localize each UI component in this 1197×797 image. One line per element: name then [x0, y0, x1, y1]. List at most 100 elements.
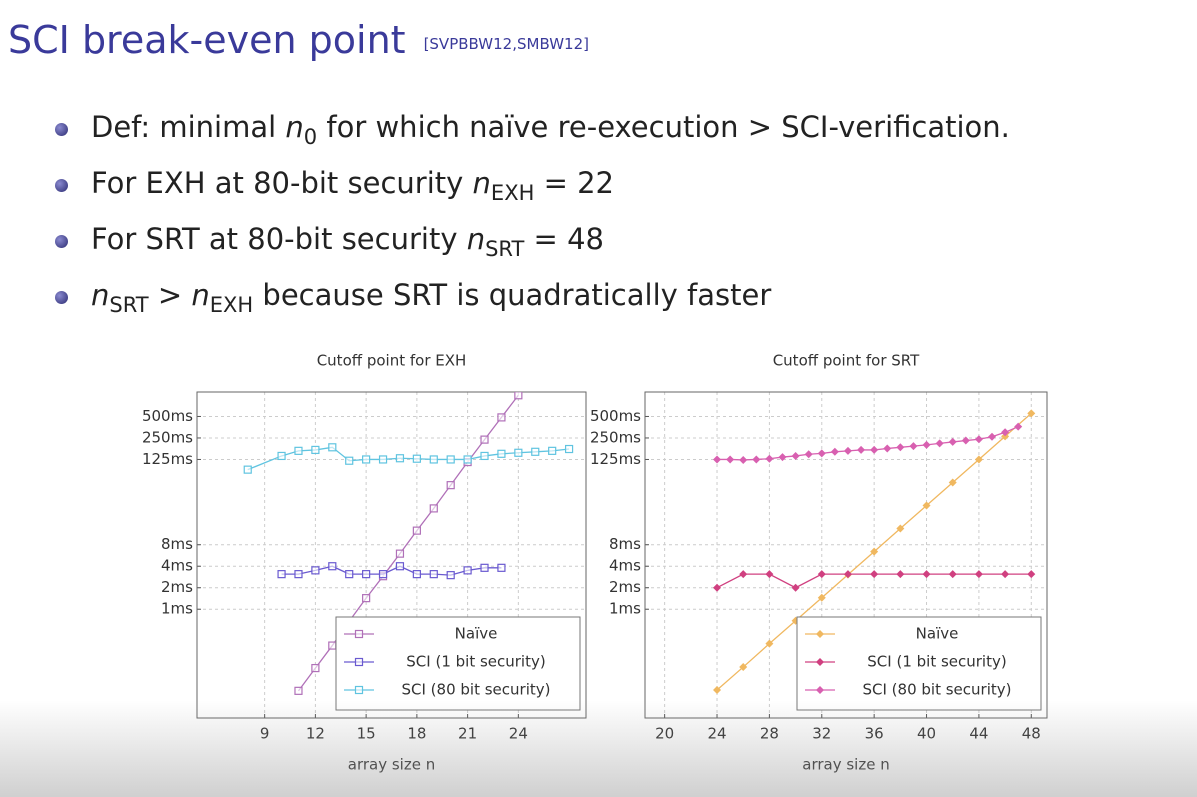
legend-label: SCI (80 bit security) — [863, 681, 1012, 699]
marker — [480, 563, 489, 572]
y-tick-label: 250ms — [590, 428, 641, 446]
marker — [830, 447, 839, 456]
marker — [713, 685, 722, 694]
marker — [870, 547, 879, 556]
legend-label: SCI (1 bit security) — [406, 653, 545, 671]
slide-title: SCI break-even point — [8, 18, 406, 62]
bullet-text: > — [148, 278, 192, 312]
marker — [765, 639, 774, 648]
marker — [843, 570, 852, 579]
y-tick-label: 500ms — [590, 407, 641, 425]
marker — [354, 629, 364, 639]
marker — [896, 570, 905, 579]
marker — [713, 455, 722, 464]
marker — [974, 570, 983, 579]
plot-series — [243, 392, 574, 695]
marker — [412, 454, 421, 463]
marker — [739, 663, 748, 672]
chart-title: Cutoff point for SRT — [773, 352, 920, 370]
x-tick-label: 15 — [357, 725, 376, 743]
marker — [817, 570, 826, 579]
marker — [961, 436, 970, 445]
marker — [345, 456, 354, 465]
marker — [1001, 570, 1010, 579]
marker — [1001, 428, 1010, 437]
marker — [974, 435, 983, 444]
marker — [1027, 570, 1036, 579]
legend-label: SCI (80 bit security) — [402, 681, 551, 699]
marker — [294, 570, 303, 579]
marker — [497, 563, 506, 572]
marker — [311, 445, 320, 455]
y-tick-label: 8ms — [161, 535, 193, 553]
x-tick-label: 12 — [306, 725, 325, 743]
marker — [446, 571, 455, 580]
marker — [791, 451, 800, 460]
y-tick-label: 1ms — [161, 600, 193, 618]
marker — [514, 392, 523, 400]
x-tick-label: 40 — [917, 725, 936, 743]
math-subscript: SRT — [109, 293, 149, 317]
marker — [816, 630, 824, 638]
marker — [778, 453, 787, 462]
marker — [843, 446, 852, 455]
marker — [395, 454, 405, 463]
marker — [395, 562, 405, 571]
marker — [446, 481, 455, 490]
marker — [909, 442, 918, 451]
bullet-text: = 22 — [534, 166, 615, 200]
marker — [896, 443, 905, 452]
x-tick-label: 36 — [865, 725, 884, 743]
marker — [354, 685, 364, 695]
marker — [480, 435, 489, 444]
marker — [816, 686, 824, 694]
marker — [463, 455, 472, 464]
marker — [948, 570, 957, 579]
marker — [354, 657, 364, 667]
marker — [896, 524, 905, 533]
marker — [948, 437, 957, 446]
bullet-list: Def: minimal n0 for which naïve re-execu… — [55, 110, 1010, 334]
y-tick-label: 4ms — [609, 557, 641, 575]
marker — [328, 562, 337, 571]
math-var: n — [466, 222, 486, 256]
marker — [412, 570, 421, 579]
marker — [817, 449, 826, 458]
marker — [739, 570, 748, 579]
legend: Naïve SCI (1 bit security) SCI (80 bit sec… — [796, 616, 1042, 711]
marker — [531, 447, 540, 456]
marker — [922, 440, 931, 449]
marker — [345, 570, 354, 579]
marker — [726, 455, 735, 464]
marker — [548, 446, 557, 455]
marker — [277, 570, 286, 579]
y-tick-label: 2ms — [161, 578, 193, 596]
x-tick-label: 20 — [655, 725, 674, 743]
marker — [817, 593, 826, 602]
marker — [378, 570, 388, 579]
plot-series — [713, 409, 1036, 694]
x-tick-label: 48 — [1022, 725, 1041, 743]
y-tick-label: 4ms — [161, 557, 193, 575]
marker — [765, 454, 774, 463]
marker — [429, 570, 438, 579]
marker — [870, 445, 879, 454]
x-tick-label: 28 — [760, 725, 779, 743]
legend-label: SCI (1 bit security) — [867, 653, 1006, 671]
marker — [752, 455, 761, 464]
x-tick-label: 9 — [260, 725, 270, 743]
marker — [395, 549, 405, 558]
slide-title-row: SCI break-even point [SVPBBW12,SMBW12] — [8, 18, 589, 62]
bullet-text: because SRT is quadratically faster — [253, 278, 772, 312]
marker — [857, 445, 866, 454]
y-tick-label: 125ms — [590, 450, 641, 468]
math-var: n — [285, 110, 304, 144]
bullet-text: = 48 — [524, 222, 604, 256]
marker — [935, 439, 944, 448]
y-tick-label: 8ms — [609, 535, 641, 553]
y-tick-label: 125ms — [142, 450, 193, 468]
marker — [988, 432, 997, 441]
marker — [311, 663, 320, 673]
